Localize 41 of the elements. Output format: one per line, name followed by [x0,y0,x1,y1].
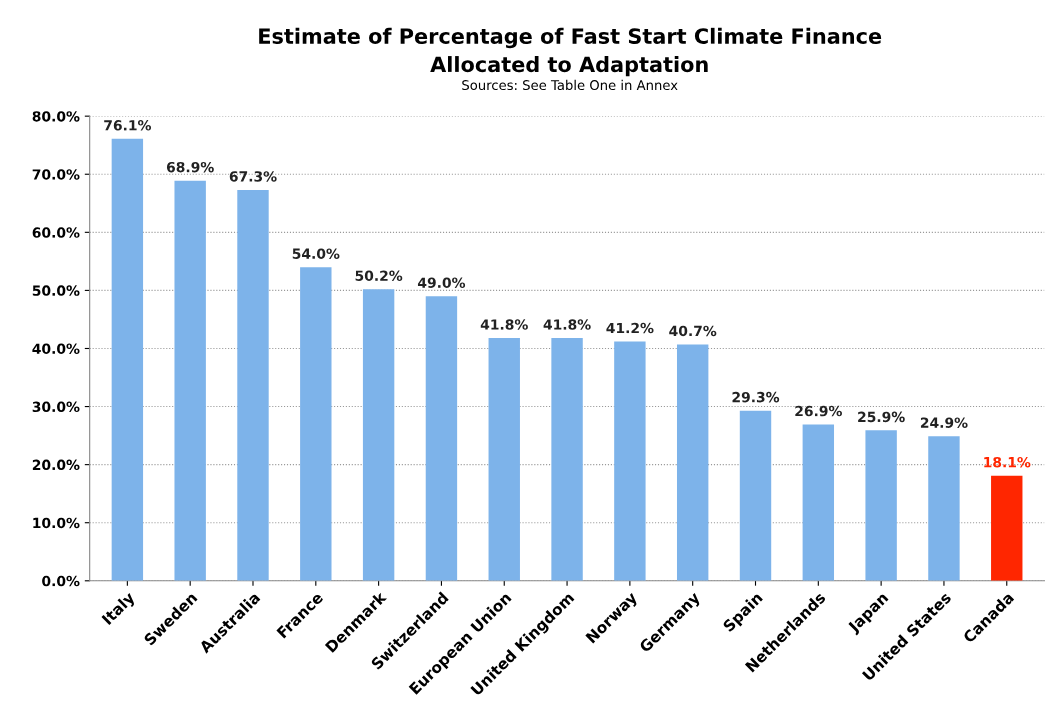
y-tick-label: 80.0% [32,111,80,122]
data-label: 76.1% [104,120,152,131]
bar [425,296,458,581]
data-label: 41.8% [480,319,528,330]
data-label: 54.0% [292,248,340,259]
data-label: 68.9% [166,161,214,173]
bar [551,338,583,581]
y-tick-label: 40.0% [32,343,80,354]
bar [237,189,269,581]
bar [488,338,520,581]
y-tick-label: 70.0% [32,169,80,180]
data-label: 67.3% [229,171,277,182]
data-label: 50.2% [355,270,403,281]
data-label: 18.1% [984,456,1031,468]
data-label: 41.8% [543,319,591,330]
bar [614,341,646,581]
bar [362,289,395,581]
data-label: 49.0% [417,277,466,288]
data-label: 25.9% [858,411,905,423]
bar [111,138,144,581]
y-tick-label: 50.0% [32,285,80,296]
data-label: 41.2% [606,322,654,334]
bar [300,267,332,581]
bar [991,475,1023,581]
bar [865,430,897,581]
data-label: 26.9% [795,405,842,417]
data-label: 24.9% [920,417,968,428]
data-label: 40.7% [669,325,717,337]
y-tick-label: 20.0% [32,459,80,471]
data-label: 29.3% [732,391,780,403]
y-tick-label: 60.0% [32,227,80,238]
bar [174,180,206,581]
bar [928,436,960,581]
chart-subtitle: Sources: See Table One in Annex [462,79,678,91]
bar [676,344,709,581]
y-tick-label: 10.0% [33,517,80,529]
bar [739,410,772,581]
bar [802,424,835,581]
chart-title: Estimate of Percentage of Fast Start Climate Finance Allocated to Adaptation [259,27,882,77]
y-tick-label: 30.0% [32,401,80,413]
y-tick-label: 0.0% [42,575,80,587]
